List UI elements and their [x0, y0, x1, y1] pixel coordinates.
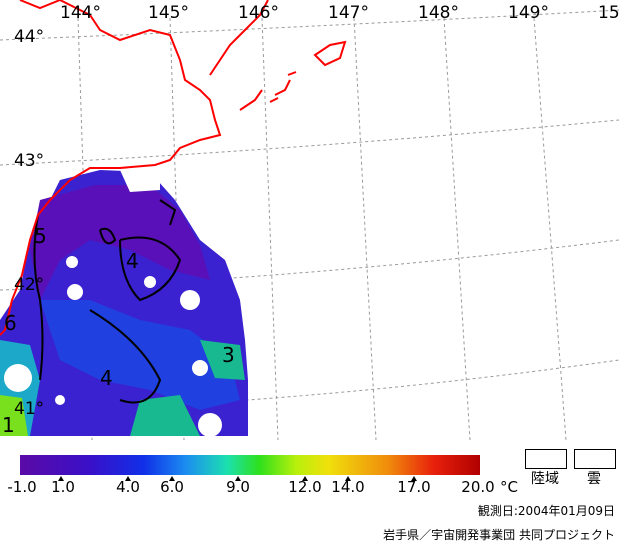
- land-legend-label: 陸域: [531, 471, 559, 487]
- colorbar-tick-mark: [302, 476, 308, 481]
- colorbar-tick-label: 9.0: [226, 478, 250, 496]
- longitude-label: 149°: [508, 3, 549, 23]
- land-legend-swatch: [525, 449, 567, 469]
- temperature-colorbar: [20, 455, 480, 475]
- longitude-label: 145°: [148, 3, 189, 23]
- contour-label: 5: [34, 224, 47, 248]
- sst-map: 5 4 4 3 6 1: [0, 0, 619, 440]
- longitude-label: 144°: [60, 3, 101, 23]
- contour-label: 4: [100, 366, 113, 390]
- latitude-label: 41°: [14, 399, 45, 419]
- latitude-label: 44°: [14, 27, 45, 47]
- contour-labels: 5 4 4 3 6 1: [2, 224, 235, 437]
- contour-label: 3: [222, 343, 235, 367]
- colorbar-unit: °C: [500, 478, 518, 496]
- isotherm-contours: [33, 199, 182, 404]
- contour-label: 4: [126, 249, 139, 273]
- colorbar-tick-mark: [169, 476, 175, 481]
- coastline: [0, 0, 347, 336]
- colorbar-tick-label: -1.0: [7, 478, 37, 496]
- longitude-label: 15: [598, 3, 619, 23]
- longitude-label: 148°: [418, 3, 459, 23]
- cloud-legend-label: 雲: [587, 471, 601, 487]
- longitude-label: 147°: [328, 3, 369, 23]
- cloud-legend-swatch: [574, 449, 616, 469]
- sst-field: [0, 170, 248, 437]
- observation-date: 観測日:2004年01月09日: [477, 504, 615, 518]
- credit-text: 岩手県／宇宙開発事業団 共同プロジェクト: [383, 528, 615, 542]
- colorbar-tick-label: 20.0: [461, 478, 495, 496]
- colorbar-tick-mark: [235, 476, 241, 481]
- colorbar-tick-label: 1.0: [51, 478, 75, 496]
- longitude-label: 146°: [238, 3, 279, 23]
- colorbar-tick-label: 6.0: [160, 478, 184, 496]
- contour-label: 1: [2, 413, 15, 437]
- colorbar-tick-label: 17.0: [397, 478, 431, 496]
- colorbar-tick-mark: [411, 476, 417, 481]
- colorbar-tick-label: 4.0: [116, 478, 140, 496]
- colorbar-tick-mark: [345, 476, 351, 481]
- latitude-label: 42°: [14, 275, 45, 295]
- contour-label: 6: [4, 311, 17, 335]
- colorbar-tick-label: 14.0: [331, 478, 365, 496]
- colorbar-tick-mark: [58, 476, 64, 481]
- latitude-label: 43°: [14, 151, 45, 171]
- colorbar-tick-label: 12.0: [288, 478, 322, 496]
- colorbar-tick-mark: [125, 476, 131, 481]
